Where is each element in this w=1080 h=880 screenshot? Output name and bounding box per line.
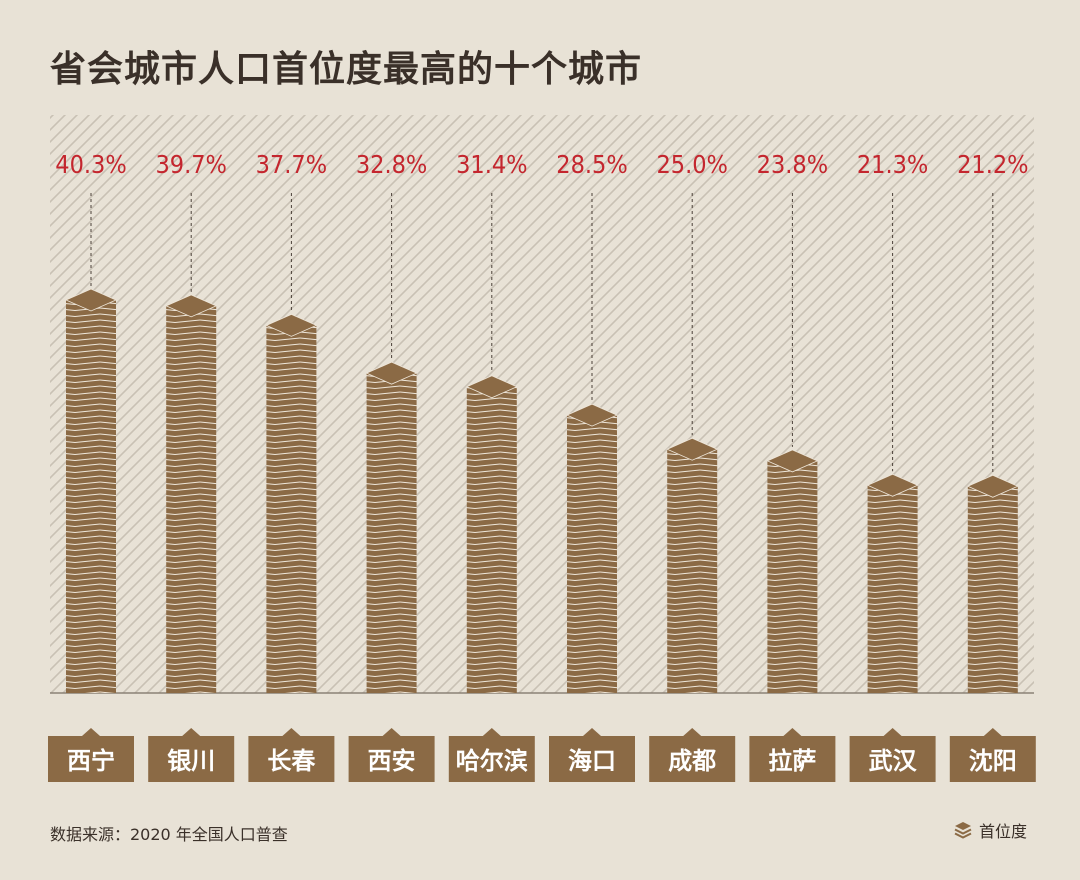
city-label: 海口 <box>568 747 616 775</box>
value-label: 21.3% <box>857 150 928 179</box>
bar-cap <box>65 288 117 312</box>
city-label: 沈阳 <box>969 747 1017 775</box>
city-label-box <box>448 728 535 782</box>
value-label: 39.7% <box>155 150 226 179</box>
bar <box>567 415 617 693</box>
bar-cap <box>265 313 318 337</box>
city-label-box <box>849 728 936 782</box>
city-label-box <box>348 728 435 782</box>
value-label: 25.0% <box>656 150 727 179</box>
city-label: 银川 <box>167 747 215 775</box>
city-label-box <box>148 728 235 782</box>
stacked-layers-icon <box>954 822 972 839</box>
value-label: 40.3% <box>55 150 126 179</box>
bar-cap <box>566 403 618 427</box>
city-label: 西宁 <box>67 747 115 775</box>
bar-cap <box>465 375 518 399</box>
city-label-box <box>549 728 635 782</box>
legend: 首位度 <box>953 818 1027 842</box>
city-label: 成都 <box>668 747 716 775</box>
value-label: 23.8% <box>757 150 828 179</box>
value-label: 31.4% <box>456 150 527 179</box>
city-label-box <box>248 728 335 782</box>
source-note: 数据来源：2020 年全国人口普查 <box>50 825 288 844</box>
value-label: 28.5% <box>556 150 627 179</box>
value-label: 37.7% <box>256 150 327 179</box>
bar-cap <box>866 473 919 497</box>
city-label: 哈尔滨 <box>456 747 528 775</box>
bar <box>667 449 718 693</box>
bar-cap <box>365 361 418 385</box>
bar-cap <box>165 294 218 318</box>
city-label-box <box>48 728 134 782</box>
value-label: 32.8% <box>356 150 427 179</box>
bar-cap <box>666 437 719 461</box>
legend-label: 首位度 <box>979 822 1028 841</box>
value-label: 21.2% <box>957 150 1028 179</box>
city-label-box <box>749 728 836 782</box>
bar <box>266 325 317 693</box>
bar <box>867 485 918 693</box>
bar <box>166 305 217 693</box>
bar-cap <box>966 474 1019 498</box>
city-label: 拉萨 <box>768 747 816 775</box>
city-label-box <box>949 728 1036 782</box>
bar <box>967 486 1018 693</box>
bar <box>466 386 517 693</box>
city-label: 武汉 <box>869 747 918 775</box>
bar <box>66 300 116 693</box>
city-label-box <box>649 728 736 782</box>
bar-cap <box>766 449 819 473</box>
bar <box>767 460 818 693</box>
city-label: 长春 <box>267 747 315 775</box>
city-label: 西安 <box>368 747 416 775</box>
bar <box>366 373 417 693</box>
chart-title: 省会城市人口首位度最高的十个城市 <box>50 49 643 90</box>
